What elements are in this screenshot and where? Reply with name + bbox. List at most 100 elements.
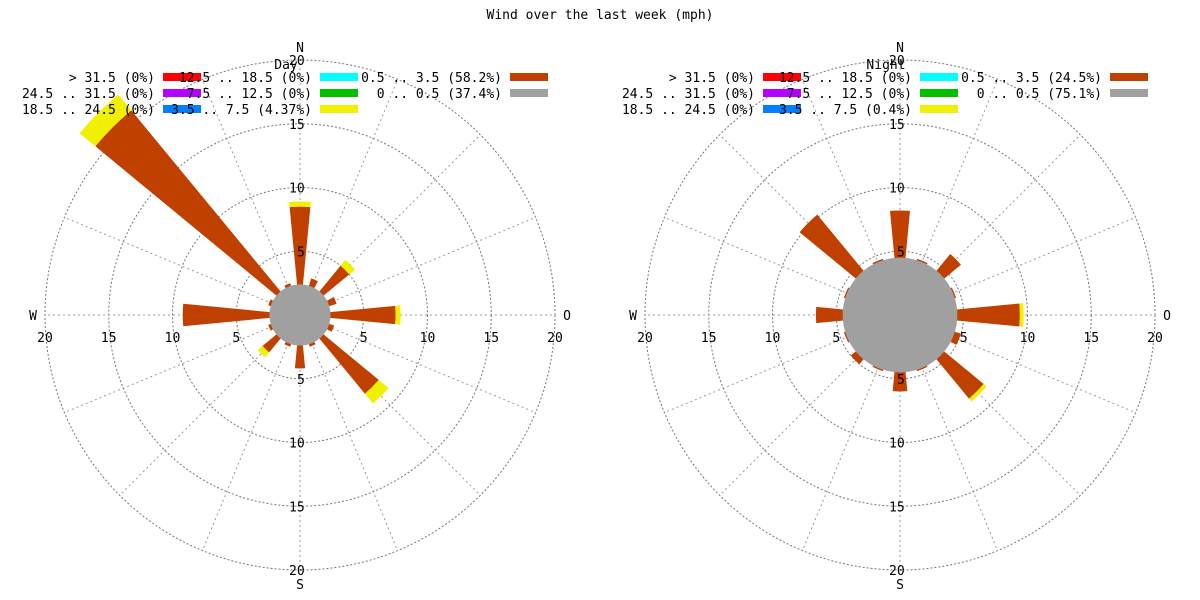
legend-label: 18.5 .. 24.5 (0%) [622, 103, 755, 118]
legend-label: 0.5 .. 3.5 (58.2%) [361, 71, 502, 86]
legend-label: 18.5 .. 24.5 (0%) [22, 103, 155, 118]
sector-bar-0.5-3.5 [889, 210, 911, 264]
compass-north: N [896, 41, 904, 56]
ring-label-south: 15 [289, 500, 305, 515]
compass-west: W [629, 309, 637, 324]
ring-circle [172, 187, 428, 443]
legend-swatch [763, 105, 801, 113]
legend-swatch [163, 105, 201, 113]
ring-label-west: 5 [232, 331, 240, 346]
chart-title: Wind over the last week (mph) [487, 8, 714, 23]
sector-bar-3.5-7.5 [395, 305, 401, 325]
sector-bar-3.5-7.5 [1019, 303, 1024, 327]
ring-label-east: 20 [1147, 331, 1163, 346]
legend-swatch [763, 89, 801, 97]
ring-label-east: 15 [1083, 331, 1099, 346]
ring-label-south: 20 [889, 564, 905, 579]
legend-swatch [320, 105, 358, 113]
ring-label-south: 10 [889, 437, 905, 452]
sector-bar-3.5-7.5 [968, 383, 987, 402]
calm-circle [269, 284, 331, 346]
sector-bar-3.5-7.5 [289, 201, 311, 208]
legend-label: 7.5 .. 12.5 (0%) [787, 87, 912, 102]
legend-label: 12.5 .. 18.5 (0%) [179, 71, 312, 86]
legend-swatch [163, 89, 201, 97]
ring-label-north: 5 [897, 245, 905, 260]
sector-bar-0.5-3.5 [799, 214, 868, 283]
ring-label-north: 15 [289, 118, 305, 133]
spoke-line [64, 314, 301, 414]
compass-east: O [563, 309, 571, 324]
rose-name: Day [274, 58, 298, 73]
ring-label-south: 5 [297, 373, 305, 388]
ring-label-west: 10 [165, 331, 181, 346]
ring-label-south: 20 [289, 564, 305, 579]
ring-label-north: 20 [289, 54, 305, 69]
legend-label: 0 .. 0.5 (75.1%) [977, 87, 1102, 102]
sector-bar-0.5-3.5 [262, 332, 283, 353]
legend-swatch [920, 73, 958, 81]
ring-label-north: 10 [889, 182, 905, 197]
legend-label: 24.5 .. 31.5 (0%) [22, 87, 155, 102]
ring-label-west: 20 [37, 331, 53, 346]
spoke-line [64, 216, 301, 316]
sector-bar-0.5-3.5 [95, 110, 283, 298]
sector-bar-0.5-3.5 [892, 366, 908, 392]
sector-bar-0.5-3.5 [951, 303, 1020, 327]
ring-circle [772, 187, 1028, 443]
legend-swatch [1110, 73, 1148, 81]
legend-swatch [320, 73, 358, 81]
ring-label-west: 15 [701, 331, 717, 346]
spoke-line [299, 314, 399, 551]
ring-label-north: 10 [289, 182, 305, 197]
sector-bar-0.5-3.5 [294, 342, 306, 369]
ring-circle [644, 59, 1156, 571]
sector-bar-0.5-3.5 [932, 347, 984, 399]
legend-swatch [510, 73, 548, 81]
ring-label-east: 5 [960, 331, 968, 346]
compass-east: O [1163, 309, 1171, 324]
ring-label-east: 10 [420, 331, 436, 346]
ring-label-south: 5 [897, 373, 905, 388]
ring-label-east: 5 [360, 331, 368, 346]
legend-swatch [1110, 89, 1148, 97]
compass-west: W [29, 309, 37, 324]
ring-label-north: 5 [297, 245, 305, 260]
ring-label-east: 20 [547, 331, 563, 346]
legend-label: > 31.5 (0%) [69, 71, 155, 86]
sector-bar-3.5-7.5 [257, 345, 270, 358]
ring-label-west: 15 [101, 331, 117, 346]
sector-bar-0.5-3.5 [327, 305, 396, 325]
sector-bar-3.5-7.5 [79, 94, 132, 147]
sector-bar-3.5-7.5 [340, 259, 356, 275]
legend-swatch [320, 89, 358, 97]
legend-label: 0.5 .. 3.5 (24.5%) [961, 71, 1102, 86]
ring-label-east: 10 [1020, 331, 1036, 346]
legend-swatch [920, 89, 958, 97]
legend-label: 12.5 .. 18.5 (0%) [779, 71, 912, 86]
legend-label: 3.5 .. 7.5 (0.4%) [779, 103, 912, 118]
ring-circle [44, 59, 556, 571]
ring-label-east: 15 [483, 331, 499, 346]
ring-label-north: 20 [889, 54, 905, 69]
ring-label-west: 10 [765, 331, 781, 346]
spoke-line [201, 314, 301, 551]
legend-label: 7.5 .. 12.5 (0%) [187, 87, 312, 102]
legend-label: > 31.5 (0%) [669, 71, 755, 86]
calm-circle [842, 257, 958, 373]
sector-bar-0.5-3.5 [317, 332, 379, 394]
sector-bar-0.5-3.5 [182, 303, 273, 327]
spoke-line [299, 314, 536, 414]
legend-swatch [763, 73, 801, 81]
legend-label: 3.5 .. 7.5 (4.37%) [171, 103, 312, 118]
ring-label-south: 10 [289, 437, 305, 452]
ring-label-west: 20 [637, 331, 653, 346]
sector-bar-0.5-3.5 [815, 306, 849, 324]
sector-bar-0.5-3.5 [317, 265, 350, 298]
legend-swatch [163, 73, 201, 81]
legend-swatch [920, 105, 958, 113]
ring-label-north: 15 [889, 118, 905, 133]
